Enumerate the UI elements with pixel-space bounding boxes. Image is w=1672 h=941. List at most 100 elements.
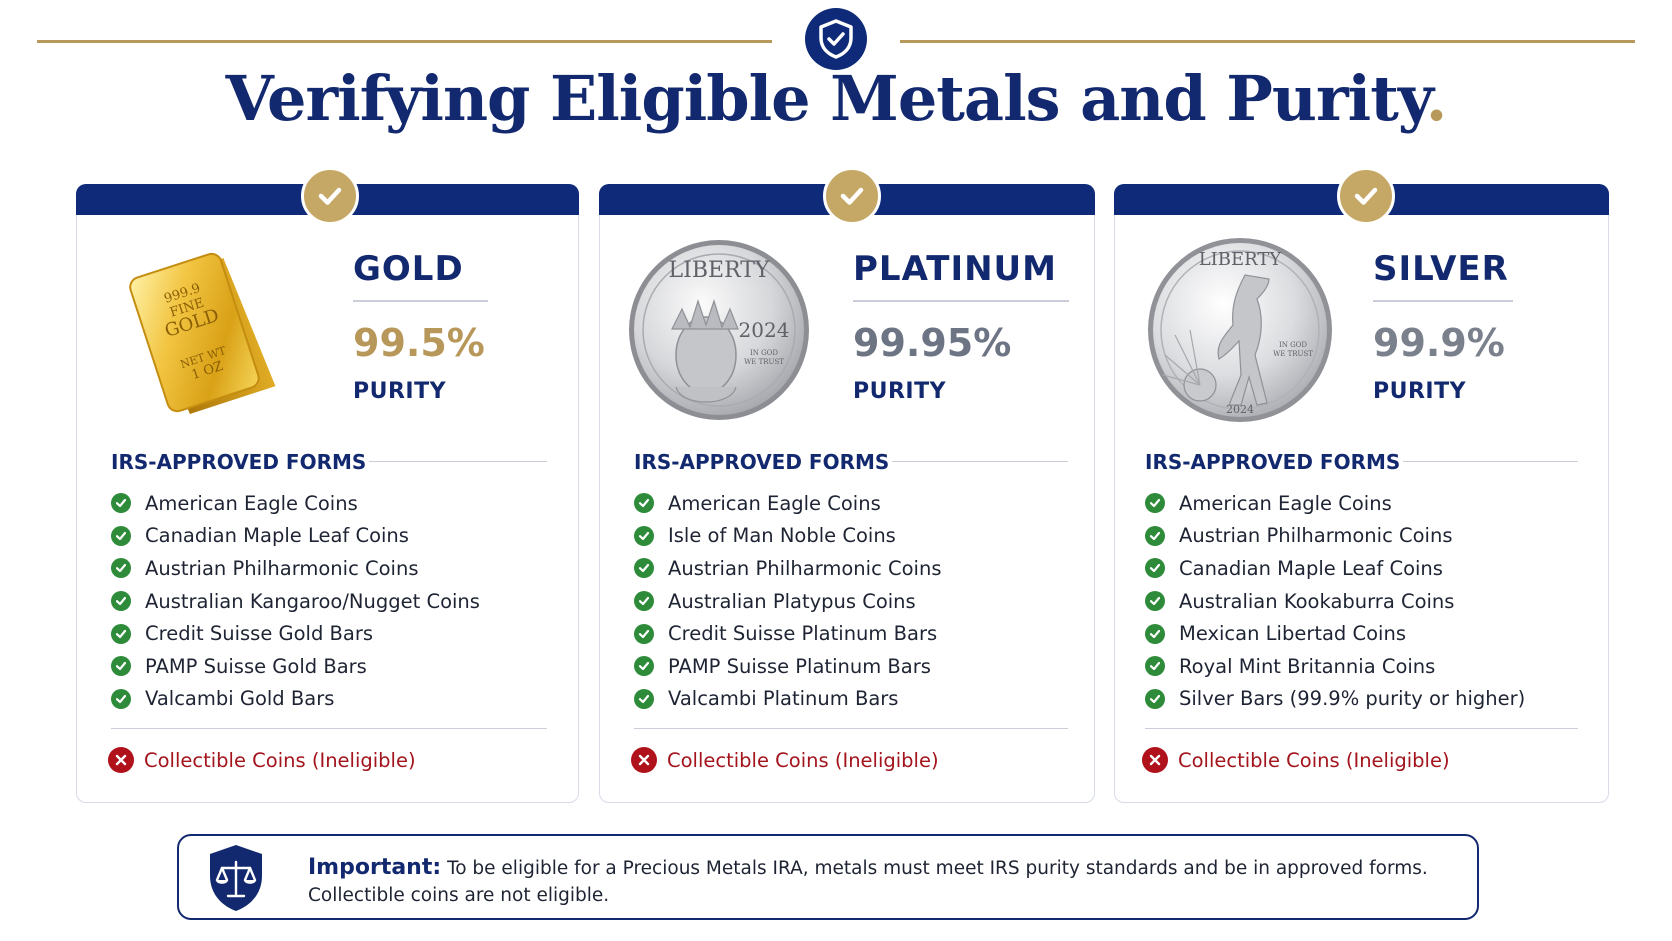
approved-forms-list: American Eagle Coins Canadian Maple Leaf… (111, 487, 480, 715)
forms-heading-rule (892, 461, 1068, 462)
forms-heading-rule (1403, 461, 1578, 462)
check-circle-icon (111, 623, 131, 644)
list-item: American Eagle Coins (634, 487, 942, 520)
check-circle-icon (634, 558, 654, 579)
list-item: Austrian Philharmonic Coins (1145, 520, 1525, 553)
list-item: Silver Bars (99.9% purity or higher) (1145, 683, 1525, 716)
check-badge-icon (1337, 167, 1395, 225)
check-circle-icon (111, 591, 131, 612)
form-label: Austrian Philharmonic Coins (145, 556, 419, 580)
coin-motto-2: WE TRUST (744, 358, 784, 366)
form-label: American Eagle Coins (145, 491, 358, 515)
metal-card-gold: 999.9 FINE GOLD NET WT 1 OZ GOLD 99.5% P… (76, 167, 579, 803)
list-item: Canadian Maple Leaf Coins (111, 520, 480, 553)
purity-label: PURITY (853, 379, 947, 404)
forms-heading: IRS-APPROVED FORMS (1145, 450, 1401, 474)
ineligible-label: Collectible Coins (Ineligible) (1178, 748, 1450, 772)
forms-heading: IRS-APPROVED FORMS (111, 450, 367, 474)
metal-name-rule (1373, 300, 1513, 302)
form-label: Isle of Man Noble Coins (668, 524, 896, 548)
forms-heading: IRS-APPROVED FORMS (634, 450, 890, 474)
coin-motto-1: IN GOD (1279, 341, 1307, 349)
form-label: Austrian Philharmonic Coins (1179, 524, 1453, 548)
forms-bottom-rule (1145, 728, 1578, 729)
form-label: Canadian Maple Leaf Coins (145, 524, 409, 548)
gold-bar-image: 999.9 FINE GOLD NET WT 1 OZ (117, 235, 307, 429)
metal-name: SILVER (1373, 249, 1509, 289)
list-item: American Eagle Coins (1145, 487, 1525, 520)
form-label: American Eagle Coins (1179, 491, 1392, 515)
metal-name: GOLD (353, 249, 464, 289)
metal-card-platinum: LIBERTY 2024 IN GOD WE TRUST PLATINUM 99… (599, 167, 1095, 803)
list-item: Royal Mint Britannia Coins (1145, 650, 1525, 683)
check-circle-icon (1145, 493, 1165, 514)
header-rule-right (900, 40, 1635, 43)
form-label: Valcambi Platinum Bars (668, 687, 899, 711)
form-label: PAMP Suisse Gold Bars (145, 654, 367, 678)
list-item: American Eagle Coins (111, 487, 480, 520)
forms-heading-rule (369, 461, 547, 462)
silver-coin-image: LIBERTY IN GOD WE TRUST 2024 (1145, 235, 1335, 429)
check-circle-icon (634, 623, 654, 644)
check-circle-icon (1145, 656, 1165, 677)
form-label: Credit Suisse Gold Bars (145, 622, 374, 646)
check-circle-icon (111, 688, 131, 709)
coin-year: 2024 (739, 318, 790, 342)
form-label: American Eagle Coins (668, 491, 881, 515)
coin-text-liberty: LIBERTY (1199, 249, 1283, 270)
purity-value: 99.95% (853, 321, 1012, 365)
approved-forms-list: American Eagle Coins Austrian Philharmon… (1145, 487, 1525, 715)
check-circle-icon (111, 656, 131, 677)
list-item: PAMP Suisse Gold Bars (111, 650, 480, 683)
forms-bottom-rule (634, 728, 1068, 729)
list-item: Valcambi Gold Bars (111, 683, 480, 716)
ineligible-note: Collectible Coins (Ineligible) (631, 747, 939, 773)
purity-label: PURITY (353, 379, 447, 404)
metal-name-rule (853, 300, 1069, 302)
check-circle-icon (111, 525, 131, 546)
header-rule-left (37, 40, 772, 43)
list-item: Austrian Philharmonic Coins (634, 552, 942, 585)
coin-text-liberty: LIBERTY (669, 258, 770, 283)
check-circle-icon (1145, 558, 1165, 579)
shield-check-icon (805, 8, 867, 70)
form-label: Mexican Libertad Coins (1179, 622, 1406, 646)
check-badge-icon (301, 167, 359, 225)
coin-motto-2: WE TRUST (1273, 350, 1313, 358)
platinum-coin-image: LIBERTY 2024 IN GOD WE TRUST (626, 237, 812, 427)
check-circle-icon (1145, 591, 1165, 612)
list-item: Mexican Libertad Coins (1145, 617, 1525, 650)
list-item: Austrian Philharmonic Coins (111, 552, 480, 585)
approved-forms-list: American Eagle Coins Isle of Man Noble C… (634, 487, 942, 715)
form-label: Australian Platypus Coins (668, 589, 916, 613)
check-circle-icon (1145, 688, 1165, 709)
check-circle-icon (1145, 623, 1165, 644)
list-item: PAMP Suisse Platinum Bars (634, 650, 942, 683)
x-circle-icon (1142, 747, 1168, 773)
shield-scales-icon (205, 842, 267, 918)
forms-bottom-rule (111, 728, 547, 729)
notice-text: Important: To be eligible for a Precious… (308, 854, 1458, 909)
form-label: Valcambi Gold Bars (145, 687, 335, 711)
check-badge-icon (823, 167, 881, 225)
metal-name: PLATINUM (853, 249, 1057, 289)
check-circle-icon (634, 688, 654, 709)
form-label: Silver Bars (99.9% purity or higher) (1179, 687, 1526, 711)
purity-value: 99.5% (353, 321, 485, 365)
check-circle-icon (634, 525, 654, 546)
important-notice: Important: To be eligible for a Precious… (177, 834, 1479, 920)
check-circle-icon (634, 493, 654, 514)
coin-year: 2024 (1226, 403, 1254, 416)
check-circle-icon (1145, 525, 1165, 546)
coin-motto-1: IN GOD (750, 349, 778, 357)
form-label: Credit Suisse Platinum Bars (668, 622, 938, 646)
x-circle-icon (631, 747, 657, 773)
metal-name-rule (353, 300, 488, 302)
metal-card-silver: LIBERTY IN GOD WE TRUST 2024 SILVER 99.9… (1114, 167, 1609, 803)
form-label: PAMP Suisse Platinum Bars (668, 654, 931, 678)
list-item: Australian Platypus Coins (634, 585, 942, 618)
ineligible-label: Collectible Coins (Ineligible) (144, 748, 416, 772)
purity-value: 99.9% (1373, 321, 1505, 365)
ineligible-note: Collectible Coins (Ineligible) (1142, 747, 1450, 773)
check-circle-icon (111, 558, 131, 579)
